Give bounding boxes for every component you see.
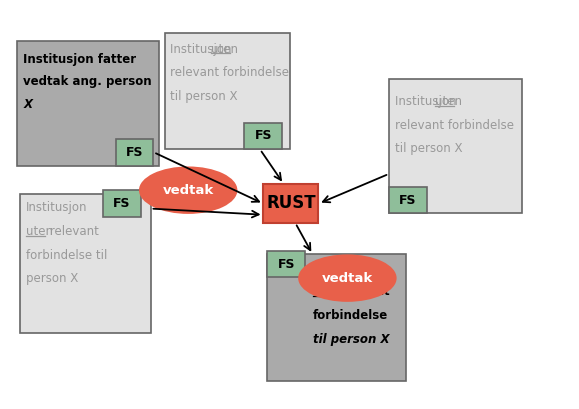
Text: relevant: relevant [330, 285, 390, 298]
Text: med: med [313, 285, 341, 298]
Text: forbindelse til: forbindelse til [26, 249, 108, 262]
FancyBboxPatch shape [116, 139, 153, 166]
Text: Institusjon: Institusjon [170, 43, 235, 56]
Text: FS: FS [113, 197, 131, 210]
FancyBboxPatch shape [267, 254, 406, 381]
Ellipse shape [139, 166, 237, 214]
Text: FS: FS [254, 130, 272, 142]
Text: Institusjon: Institusjon [26, 201, 87, 214]
FancyBboxPatch shape [165, 33, 290, 149]
Text: FS: FS [399, 194, 417, 207]
Text: FS: FS [277, 258, 295, 270]
Text: uten: uten [435, 95, 463, 108]
FancyBboxPatch shape [263, 184, 318, 223]
Text: RUST: RUST [266, 194, 316, 213]
FancyBboxPatch shape [103, 190, 141, 217]
FancyBboxPatch shape [20, 194, 151, 333]
Text: X: X [23, 98, 32, 111]
Text: relevant forbindelse: relevant forbindelse [170, 66, 289, 79]
Text: uten: uten [211, 43, 239, 56]
FancyBboxPatch shape [267, 251, 305, 277]
Text: til person X: til person X [313, 333, 389, 346]
Text: vedtak: vedtak [322, 272, 373, 285]
FancyBboxPatch shape [389, 79, 522, 213]
Text: person X: person X [26, 272, 78, 285]
Text: uten: uten [26, 225, 53, 238]
Text: FS: FS [126, 146, 144, 159]
Text: Institusjon fatter: Institusjon fatter [23, 53, 136, 66]
Text: vedtak: vedtak [163, 184, 214, 197]
Text: relevant: relevant [46, 225, 98, 238]
Text: til person X: til person X [395, 142, 463, 155]
FancyBboxPatch shape [17, 41, 159, 166]
FancyBboxPatch shape [389, 187, 427, 213]
Text: relevant forbindelse: relevant forbindelse [395, 119, 514, 132]
Text: forbindelse: forbindelse [313, 309, 388, 322]
Text: Institusjon: Institusjon [313, 261, 383, 274]
FancyBboxPatch shape [244, 123, 282, 149]
Text: Institusjon: Institusjon [395, 95, 460, 108]
Text: til person X: til person X [170, 90, 237, 103]
Text: vedtak ang. person: vedtak ang. person [23, 75, 152, 88]
Ellipse shape [298, 254, 397, 302]
